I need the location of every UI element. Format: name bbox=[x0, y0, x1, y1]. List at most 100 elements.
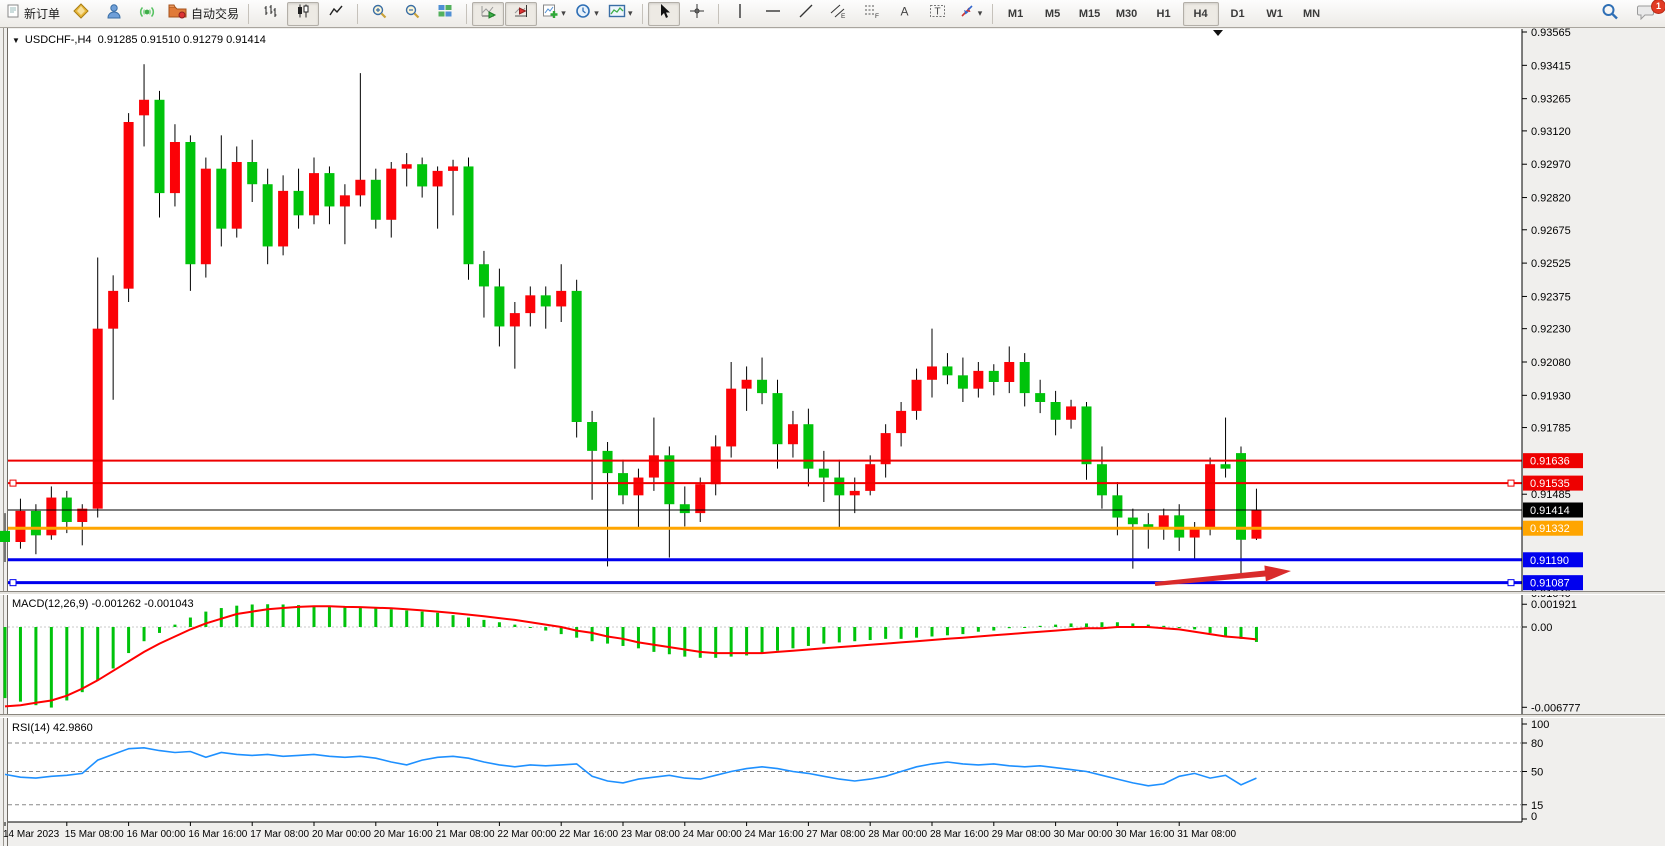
candle-body bbox=[880, 433, 891, 465]
candle-body bbox=[139, 99, 150, 116]
price-tick-label: 0.92820 bbox=[1531, 193, 1571, 205]
tile-windows-button[interactable] bbox=[429, 2, 461, 26]
signals-button[interactable] bbox=[131, 2, 163, 26]
timeframe-m30[interactable]: M30 bbox=[1115, 7, 1138, 20]
expert-advisors-button[interactable] bbox=[65, 2, 97, 26]
periods-clock-icon bbox=[575, 3, 592, 24]
chart-shift-marker[interactable] bbox=[1213, 30, 1223, 36]
dropdown-icon[interactable]: ▾ bbox=[977, 8, 983, 18]
rsi-value: 42.9860 bbox=[52, 722, 93, 734]
text-tool[interactable]: A bbox=[889, 2, 921, 26]
equidistant-channel-icon: E bbox=[830, 3, 847, 24]
templates-button[interactable]: ▾ bbox=[604, 2, 637, 26]
zoom-out-icon bbox=[404, 3, 421, 24]
candle-body bbox=[123, 121, 134, 289]
main-panel[interactable] bbox=[8, 29, 1522, 591]
chat-button[interactable]: 1 bbox=[1630, 0, 1665, 26]
search-button[interactable] bbox=[1594, 2, 1626, 26]
add-indicator-button[interactable]: ▾ bbox=[538, 2, 570, 26]
time-tick-label: 30 Mar 00:00 bbox=[1054, 829, 1113, 840]
chart-menu-icon[interactable]: ▼ bbox=[12, 36, 20, 45]
profile-icon bbox=[106, 3, 123, 24]
horizontal-line-tool[interactable] bbox=[757, 2, 789, 26]
svg-text:E: E bbox=[841, 13, 846, 19]
panel-splitter[interactable] bbox=[0, 714, 1665, 718]
chart-shift-button[interactable] bbox=[505, 1, 538, 26]
zoom-out-button[interactable] bbox=[396, 2, 428, 26]
fibonacci-tool[interactable]: F bbox=[856, 2, 888, 26]
macd-panel[interactable] bbox=[8, 595, 1522, 714]
zoom-in-button[interactable] bbox=[363, 2, 395, 26]
time-tick-label: 16 Mar 16:00 bbox=[188, 829, 247, 840]
arrows-tool[interactable]: ▾ bbox=[955, 2, 987, 26]
price-tick-label: 0.91930 bbox=[1531, 390, 1571, 402]
timeframe-w1[interactable]: W1 bbox=[1266, 7, 1283, 20]
hline-handle[interactable] bbox=[1507, 579, 1515, 587]
candle-body bbox=[556, 290, 567, 307]
candle-body bbox=[324, 173, 335, 207]
candlestick-chart-button[interactable] bbox=[287, 1, 320, 26]
dropdown-icon[interactable]: ▾ bbox=[594, 8, 599, 18]
timeframe-d1[interactable]: D1 bbox=[1230, 7, 1245, 20]
timeframe-m1[interactable]: M1 bbox=[1007, 7, 1024, 20]
trend-arrow-annotation[interactable] bbox=[1154, 565, 1291, 587]
candle-body bbox=[509, 313, 520, 327]
timeframe-h4[interactable]: H4 bbox=[1182, 1, 1219, 26]
auto-trading-button[interactable]: 自动交易 bbox=[164, 2, 243, 26]
price-tick-label: 0.92675 bbox=[1531, 225, 1571, 237]
candle-body bbox=[401, 164, 412, 169]
macd-axis-label: 0.001921 bbox=[1531, 599, 1577, 611]
price-tick-label: 0.92375 bbox=[1531, 291, 1571, 303]
time-axis: 14 Mar 2023 15 Mar 08:00 16 Mar 00:00 16 Ma… bbox=[3, 822, 1237, 840]
search-icon bbox=[1601, 3, 1619, 25]
dropdown-icon[interactable]: ▾ bbox=[628, 8, 633, 18]
price-tick-label: 0.92230 bbox=[1531, 324, 1571, 336]
cursor-button[interactable] bbox=[647, 1, 680, 26]
crosshair-button[interactable] bbox=[681, 2, 713, 26]
bar-chart-button[interactable] bbox=[254, 2, 286, 26]
periods-button[interactable]: ▾ bbox=[571, 2, 603, 26]
time-tick-label: 14 Mar 2023 bbox=[3, 829, 60, 840]
hline-handle[interactable] bbox=[9, 579, 17, 587]
rsi-axis-label: 0 bbox=[1531, 811, 1537, 823]
chart-canvas[interactable]: 0.93565 0.93415 0.93265 0.93120 0.92970 0.928… bbox=[0, 28, 1665, 846]
hline-handle[interactable] bbox=[1507, 479, 1515, 487]
equidistant-channel-tool[interactable]: E bbox=[823, 2, 855, 26]
svg-text:0.91087: 0.91087 bbox=[1530, 578, 1570, 590]
price-badge-0.91414: 0.91414 bbox=[1523, 502, 1583, 518]
timeframe-mn[interactable]: MN bbox=[1303, 7, 1321, 20]
macd-value-main: -0.001262 bbox=[91, 598, 142, 610]
timeframe-m5[interactable]: M5 bbox=[1044, 7, 1061, 20]
svg-text:A: A bbox=[900, 5, 908, 19]
macd-name: MACD(12,26,9) bbox=[12, 598, 89, 610]
rsi-panel[interactable] bbox=[8, 718, 1522, 822]
auto-trading-icon bbox=[168, 3, 187, 24]
dropdown-icon[interactable]: ▾ bbox=[561, 8, 566, 18]
vertical-line-tool[interactable] bbox=[724, 2, 756, 26]
toolbar-right-group: 1 bbox=[1594, 0, 1665, 26]
templates-icon bbox=[608, 3, 626, 24]
new-order-button[interactable]: 新订单 bbox=[3, 2, 64, 26]
line-chart-button[interactable] bbox=[320, 2, 352, 26]
timeframe-h1[interactable]: H1 bbox=[1156, 7, 1171, 20]
candle-body bbox=[849, 490, 860, 496]
profile-button[interactable] bbox=[98, 2, 130, 26]
candle-body bbox=[772, 393, 783, 445]
add-indicator-icon bbox=[542, 3, 559, 24]
candle-body bbox=[633, 477, 644, 496]
text-label-tool[interactable]: T bbox=[922, 2, 954, 26]
price-tick-label: 0.93120 bbox=[1531, 126, 1571, 138]
candle-body bbox=[463, 166, 474, 265]
candle-body bbox=[571, 290, 582, 422]
hline-handle[interactable] bbox=[9, 479, 17, 487]
candle-body bbox=[1189, 528, 1200, 538]
auto-scroll-button[interactable] bbox=[472, 1, 505, 26]
time-tick-label: 20 Mar 16:00 bbox=[374, 829, 433, 840]
trendline-icon bbox=[798, 3, 814, 24]
trendline-tool[interactable] bbox=[790, 2, 822, 26]
toolbar-separator bbox=[717, 3, 719, 24]
timeframe-m15[interactable]: M15 bbox=[1078, 7, 1101, 20]
panel-splitter[interactable] bbox=[0, 591, 1665, 595]
macd-histogram bbox=[3, 604, 1258, 708]
candle-body bbox=[896, 410, 907, 434]
